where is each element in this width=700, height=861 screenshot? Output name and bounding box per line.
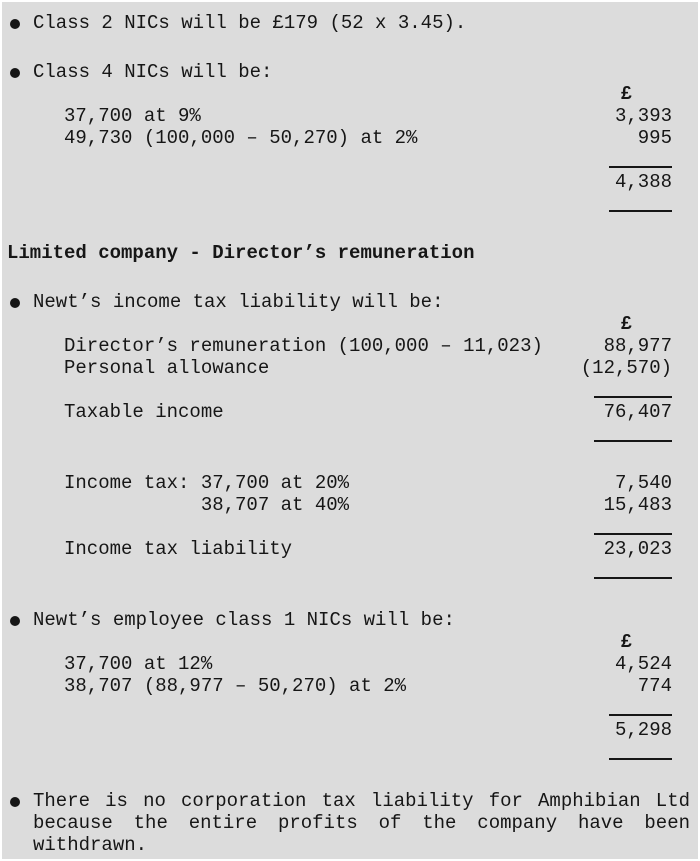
total-rule-row: [2, 697, 698, 719]
line-item-amount: 76,407: [603, 401, 672, 423]
line-item-label: Personal allowance: [64, 357, 270, 379]
class4-currency-header-row: £: [2, 83, 698, 105]
line-item-label: 38,707 at 40%: [64, 494, 350, 516]
class1-bullet-item: Newt’s employee class 1 NICs will be:: [2, 609, 698, 631]
total-rule-row: [2, 560, 698, 582]
line-item-amount: 23,023: [603, 538, 672, 560]
bullet-icon: [10, 19, 20, 29]
class2-bullet-text: Class 2 NICs will be £179 (52 x 3.45).: [33, 12, 467, 34]
class4-bullet-item: Class 4 NICs will be:: [2, 61, 698, 83]
spacer: [2, 445, 698, 472]
currency-header: £: [620, 631, 632, 653]
line-item-amount: 995: [637, 127, 672, 149]
line-item-label: 38,707 (88,977 – 50,270) at 2%: [64, 675, 407, 697]
line-item-amount: 4,524: [614, 653, 672, 675]
line-item-row: Income tax: 37,700 at 20% 7,540: [2, 472, 698, 494]
line-item-amount: 15,483: [603, 494, 672, 516]
spacer: [2, 763, 698, 790]
taxable-income-row: Taxable income 76,407: [2, 401, 698, 423]
line-item-label: 37,700 at 12%: [64, 653, 213, 675]
income-tax-intro-text: Newt’s income tax liability will be:: [33, 291, 444, 313]
spacer: [2, 34, 698, 61]
total-amount: 4,388: [614, 171, 672, 193]
income-tax-currency-header-row: £: [2, 313, 698, 335]
line-item-row: 37,700 at 9% 3,393: [2, 105, 698, 127]
total-rule-row: [2, 516, 698, 538]
total-row: 5,298: [2, 719, 698, 741]
line-item-row: Personal allowance (12,570): [2, 357, 698, 379]
line-item-amount: 3,393: [614, 105, 672, 127]
income-tax-liability-row: Income tax liability 23,023: [2, 538, 698, 560]
line-item-label: 37,700 at 9%: [64, 105, 201, 127]
line-item-label: Director’s remuneration (100,000 – 11,02…: [64, 335, 543, 357]
line-item-label: Taxable income: [64, 401, 224, 423]
spacer: [2, 215, 698, 242]
total-rule-row: [2, 379, 698, 401]
total-rule-row: [2, 149, 698, 171]
line-item-label: Income tax liability: [64, 538, 293, 560]
total-rule-top: [609, 166, 672, 168]
line-item-amount: 7,540: [614, 472, 672, 494]
line-item-label: Income tax: 37,700 at 20%: [64, 472, 350, 494]
line-item-row: 49,730 (100,000 – 50,270) at 2% 995: [2, 127, 698, 149]
bullet-icon: [10, 616, 20, 626]
line-item-label: 49,730 (100,000 – 50,270) at 2%: [64, 127, 418, 149]
class1-intro-text: Newt’s employee class 1 NICs will be:: [33, 609, 455, 631]
total-rule-row: [2, 423, 698, 445]
line-item-amount: (12,570): [580, 357, 672, 379]
spacer: [2, 264, 698, 291]
total-rule-bottom: [594, 440, 672, 442]
line-item-row: 38,707 (88,977 – 50,270) at 2% 774: [2, 675, 698, 697]
currency-header: £: [620, 313, 632, 335]
class2-bullet-item: Class 2 NICs will be £179 (52 x 3.45).: [2, 12, 698, 34]
total-amount: 5,298: [614, 719, 672, 741]
line-item-row: 37,700 at 12% 4,524: [2, 653, 698, 675]
class1-currency-header-row: £: [2, 631, 698, 653]
line-item-row: 38,707 at 40% 15,483: [2, 494, 698, 516]
bullet-icon: [10, 298, 20, 308]
currency-header: £: [620, 83, 632, 105]
total-rule-row: [2, 741, 698, 763]
total-rule-top: [609, 714, 672, 716]
total-rule-top: [594, 396, 672, 398]
line-item-amount: 774: [637, 675, 672, 697]
total-rule-row: [2, 193, 698, 215]
bullet-icon: [10, 797, 20, 807]
bullet-icon: [10, 68, 20, 78]
spacer: [2, 582, 698, 609]
total-rule-bottom: [594, 577, 672, 579]
class4-intro-text: Class 4 NICs will be:: [33, 61, 273, 83]
income-tax-bullet-item: Newt’s income tax liability will be:: [2, 291, 698, 313]
total-rule-bottom: [609, 758, 672, 760]
total-rule-top: [594, 533, 672, 535]
line-item-row: Director’s remuneration (100,000 – 11,02…: [2, 335, 698, 357]
total-row: 4,388: [2, 171, 698, 193]
line-item-amount: 88,977: [603, 335, 672, 357]
corporation-tax-bullet-item: There is no corporation tax liability fo…: [2, 790, 698, 856]
corporation-tax-text: There is no corporation tax liability fo…: [33, 790, 690, 856]
section-heading: Limited company - Director’s remuneratio…: [7, 242, 475, 264]
total-rule-bottom: [609, 210, 672, 212]
